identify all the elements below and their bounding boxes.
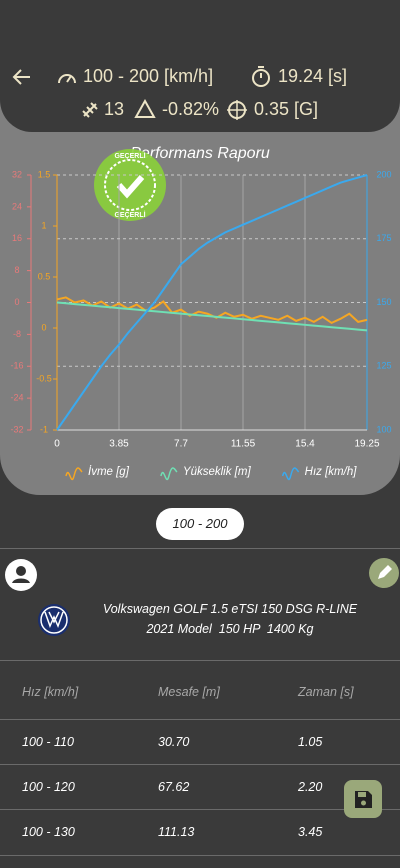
y-tick-label: 1.5 xyxy=(38,169,51,179)
slope-icon xyxy=(134,99,156,118)
table-cell: 67.62 xyxy=(158,780,190,794)
divider xyxy=(0,660,400,661)
y3-tick-label: 24 xyxy=(12,201,22,211)
legend-icon xyxy=(160,467,178,481)
timer-icon xyxy=(252,66,270,87)
table-cell: 111.13 xyxy=(158,825,195,839)
legend-item: Yükseklik [m] xyxy=(160,466,252,481)
table-cell: 3.45 xyxy=(298,825,323,839)
y3-tick-label: -24 xyxy=(10,393,23,403)
line xyxy=(56,296,368,325)
stamp-text: GEÇERLİ xyxy=(114,152,145,160)
range-button[interactable]: 100 - 200 xyxy=(156,508,244,540)
x-tick-label: 3.85 xyxy=(109,439,129,450)
y2-tick-label: 150 xyxy=(376,297,391,307)
time-value: 19.24 [s] xyxy=(278,66,348,86)
divider xyxy=(0,764,400,765)
header: 100 - 200 [km/h] 19.24 [s] 13 -0.82% 0.3… xyxy=(0,0,400,132)
legend-label: İvme [g] xyxy=(88,466,130,478)
y3-tick-label: -8 xyxy=(13,329,21,339)
y3-tick-label: 32 xyxy=(12,169,22,179)
x-tick-label: 19.25 xyxy=(354,439,379,450)
table-cell: 100 - 110 xyxy=(22,735,74,749)
y2-tick-label: 125 xyxy=(376,361,391,371)
legend-icon xyxy=(281,467,300,481)
y-tick-label: -1 xyxy=(40,424,48,434)
table-cell: 100 - 130 xyxy=(22,825,75,839)
y3-tick-label: 16 xyxy=(12,233,22,243)
divider xyxy=(0,809,400,810)
y-tick-label: 0 xyxy=(41,322,46,332)
slope-value: -0.82% xyxy=(162,99,220,119)
satellite-count: 13 xyxy=(104,99,125,119)
g-icon xyxy=(227,100,247,120)
x-tick-label: 11.55 xyxy=(231,439,256,450)
stamp: GEÇERLİ GEÇERLİ xyxy=(94,149,166,221)
back-button[interactable] xyxy=(10,66,34,88)
table-cell: 1.05 xyxy=(298,735,323,749)
y-tick-label: 1 xyxy=(41,220,46,230)
y-tick-label: -0.5 xyxy=(36,373,52,383)
chart: Performans Raporu GEÇERLİ GEÇERLİ 0 3.85 7… xyxy=(10,145,392,481)
column-header: Zaman [s] xyxy=(298,685,354,699)
table-cell: 100 - 120 xyxy=(22,780,75,794)
vehicle-specs: 2021 Model 150 HP 1400 Kg xyxy=(146,622,314,636)
x-tick-label: 0 xyxy=(54,439,60,450)
divider xyxy=(0,719,400,720)
speed-range: 100 - 200 [km/h] xyxy=(83,66,214,86)
y2-tick-label: 200 xyxy=(376,169,391,179)
y2-tick-label: 100 xyxy=(376,424,391,434)
line xyxy=(56,174,368,431)
divider xyxy=(0,548,400,549)
stamp-text: GEÇERLİ xyxy=(114,211,145,219)
y2-tick-label: 175 xyxy=(376,233,391,243)
y3-tick-label: 0 xyxy=(14,297,19,307)
chart-title: Performans Raporu xyxy=(130,145,270,162)
y3-tick-label: -16 xyxy=(10,361,23,371)
legend-label: Hız [km/h] xyxy=(305,466,358,478)
x-tick-label: 15.4 xyxy=(295,439,315,450)
legend-label: Yükseklik [m] xyxy=(183,466,252,478)
satellite-icon xyxy=(82,102,98,118)
column-header: Mesafe [m] xyxy=(158,685,220,699)
brand-logo xyxy=(38,604,70,636)
x-tick-label: 7.7 xyxy=(174,439,188,450)
column-header: Hız [km/h] xyxy=(22,685,79,699)
divider xyxy=(0,855,400,856)
g-value: 0.35 [G] xyxy=(254,99,319,119)
legend-item: Hız [km/h] xyxy=(281,466,358,481)
y-tick-label: 0.5 xyxy=(38,271,51,281)
vehicle-name: Volkswagen GOLF 1.5 eTSI 150 DSG R-LINE xyxy=(102,602,358,616)
line xyxy=(56,301,368,332)
y3-tick-label: 8 xyxy=(14,265,19,275)
legend-item: İvme [g] xyxy=(65,466,130,481)
edit-button[interactable] xyxy=(368,557,400,589)
profile-button[interactable] xyxy=(4,558,38,592)
save-button[interactable] xyxy=(344,780,382,818)
table-cell: 2.20 xyxy=(298,780,323,794)
y3-tick-label: -32 xyxy=(10,424,23,434)
gauge-icon xyxy=(58,74,76,84)
table-cell: 30.70 xyxy=(158,735,190,749)
legend-icon xyxy=(65,467,83,481)
